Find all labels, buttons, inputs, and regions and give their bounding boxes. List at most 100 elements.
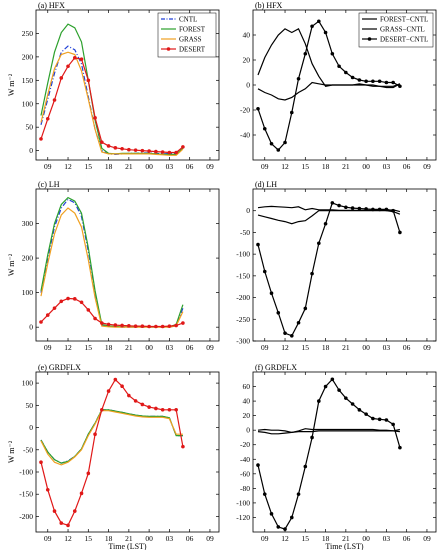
data-point bbox=[276, 148, 281, 152]
data-point bbox=[296, 492, 301, 496]
data-point bbox=[371, 79, 375, 84]
x-tick-label: 21 bbox=[125, 343, 133, 352]
plot-frame bbox=[252, 371, 437, 533]
y-tick-label: 0 bbox=[246, 81, 250, 90]
y-tick-label: 250 bbox=[22, 29, 34, 38]
x-tick-label: 00 bbox=[362, 534, 370, 543]
x-tick-label: 09 bbox=[423, 534, 431, 543]
data-point bbox=[59, 299, 64, 304]
series-line-desert-cntl bbox=[257, 378, 401, 530]
data-point bbox=[310, 271, 314, 276]
data-point bbox=[160, 407, 165, 412]
y-tick-label: 0 bbox=[246, 206, 250, 215]
data-point bbox=[120, 146, 124, 151]
data-point bbox=[72, 56, 77, 60]
y-axis-label: W m⁻² bbox=[7, 253, 16, 276]
data-point bbox=[160, 150, 165, 154]
data-point bbox=[350, 402, 355, 406]
data-point bbox=[72, 297, 77, 301]
data-point bbox=[377, 207, 382, 212]
x-tick-label: 09 bbox=[206, 162, 214, 171]
x-tick-label: 12 bbox=[64, 534, 72, 543]
data-point bbox=[371, 207, 375, 212]
x-tick-label: 03 bbox=[383, 343, 391, 352]
panel-f: (f) GRDFLX -120 -100 -80 -60 -40 -20 0 20 40 60 09 1… bbox=[236, 363, 437, 550]
x-tick-label: 03 bbox=[166, 343, 174, 352]
data-point bbox=[147, 405, 151, 409]
y-tick-label: -100 bbox=[19, 468, 33, 477]
x-axis-label: Time (LST) bbox=[108, 542, 146, 550]
x-tick-label: 09 bbox=[423, 343, 431, 352]
x-tick-label: 09 bbox=[261, 162, 269, 171]
x-tick-label: 00 bbox=[362, 162, 370, 171]
y-tick-label: -300 bbox=[236, 337, 250, 346]
data-point bbox=[330, 201, 335, 205]
series-line-desert bbox=[40, 297, 184, 328]
x-tick-label: 21 bbox=[125, 534, 133, 543]
panel-b: (b) HFX -40 -20 0 20 40 09 12 15 18 21 00 03 06 09 FORE… bbox=[240, 1, 437, 171]
data-point bbox=[174, 407, 178, 412]
data-point bbox=[398, 84, 402, 89]
data-point bbox=[350, 206, 355, 210]
data-point bbox=[296, 320, 301, 325]
x-tick-label: 12 bbox=[281, 162, 289, 171]
data-point bbox=[256, 242, 260, 247]
data-point bbox=[323, 30, 328, 35]
data-point bbox=[317, 19, 321, 24]
plot-frame bbox=[35, 371, 220, 533]
y-tick-label: 0 bbox=[246, 426, 250, 435]
series-line-forest-cntl bbox=[257, 27, 401, 87]
y-tick-label: 50 bbox=[26, 401, 34, 410]
data-point bbox=[283, 527, 287, 531]
series-line-forest bbox=[40, 409, 183, 464]
legend-label: GRASS bbox=[179, 36, 202, 44]
data-point bbox=[59, 521, 64, 525]
data-point bbox=[174, 150, 178, 155]
data-point bbox=[72, 509, 77, 513]
x-tick-label: 09 bbox=[261, 534, 269, 543]
data-point bbox=[106, 389, 111, 393]
x-tick-label: 12 bbox=[281, 534, 289, 543]
legend-label: DESERT−CNTL bbox=[380, 36, 428, 44]
x-tick-label: 00 bbox=[145, 343, 153, 352]
y-tick-label: 0 bbox=[29, 146, 33, 155]
y-tick-label: -200 bbox=[236, 293, 250, 302]
data-point bbox=[86, 308, 91, 312]
plot-frame bbox=[252, 188, 437, 342]
data-point bbox=[100, 407, 104, 412]
data-point bbox=[323, 221, 328, 226]
y-tick-label: -50 bbox=[240, 228, 250, 237]
data-point bbox=[86, 471, 91, 476]
data-point bbox=[371, 416, 375, 421]
x-tick-label: 21 bbox=[342, 343, 350, 352]
data-point bbox=[384, 418, 389, 422]
data-point bbox=[174, 323, 178, 328]
x-tick-label: 18 bbox=[322, 162, 330, 171]
data-point bbox=[262, 269, 267, 274]
x-tick-label: 03 bbox=[166, 162, 174, 171]
x-tick-label: 12 bbox=[64, 162, 72, 171]
series-line-grass-cntl bbox=[257, 81, 401, 101]
data-point bbox=[147, 324, 151, 329]
data-point bbox=[391, 422, 395, 427]
data-point bbox=[66, 523, 70, 528]
y-tick-label: 60 bbox=[243, 382, 251, 391]
data-point bbox=[45, 313, 50, 317]
data-point bbox=[384, 80, 389, 85]
data-point bbox=[357, 206, 362, 211]
x-tick-label: 09 bbox=[44, 162, 52, 171]
y-tick-label: -200 bbox=[19, 512, 33, 521]
data-point bbox=[52, 98, 57, 102]
x-tick-label: 06 bbox=[403, 162, 411, 171]
data-point bbox=[344, 396, 348, 400]
data-point bbox=[59, 76, 64, 80]
legend-marker bbox=[367, 37, 372, 41]
data-point bbox=[330, 51, 335, 56]
y-tick-label: -100 bbox=[236, 498, 250, 507]
data-point bbox=[66, 296, 70, 301]
data-point bbox=[127, 147, 131, 152]
plot-frame bbox=[35, 188, 220, 342]
x-tick-label: 09 bbox=[44, 343, 52, 352]
series-line-desert bbox=[40, 378, 184, 527]
data-point bbox=[45, 487, 50, 492]
